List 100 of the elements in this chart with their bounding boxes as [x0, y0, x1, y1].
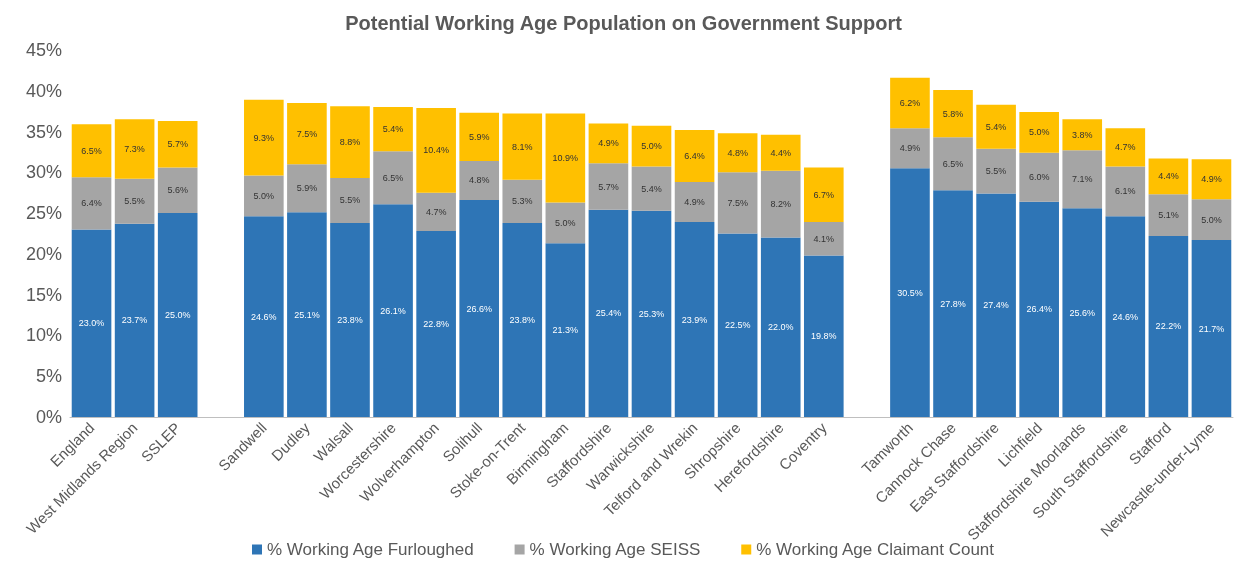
data-label: 4.9%	[899, 143, 921, 154]
bar	[71, 229, 112, 417]
data-label: 27.8%	[940, 298, 966, 309]
bar	[157, 120, 198, 168]
bar	[114, 119, 155, 179]
data-label: 26.1%	[380, 305, 406, 316]
data-label: 25.0%	[164, 310, 191, 321]
bar	[416, 107, 456, 193]
data-label: 3.8%	[1071, 129, 1093, 140]
data-label: 5.7%	[598, 181, 619, 192]
bar	[459, 112, 500, 161]
data-label: 10.9%	[552, 153, 579, 164]
bar	[244, 99, 284, 176]
data-label: 4.7%	[425, 206, 447, 217]
data-label: 25.4%	[595, 308, 622, 319]
data-label: 4.1%	[813, 233, 835, 244]
bar	[976, 193, 1016, 417]
data-label: 6.1%	[1115, 186, 1136, 197]
y-tick-label: 35%	[25, 121, 62, 142]
bar	[1191, 199, 1232, 241]
bar	[976, 104, 1016, 149]
data-label: 22.5%	[724, 320, 751, 331]
data-label: 4.9%	[598, 138, 619, 149]
data-label: 4.4%	[1158, 171, 1179, 182]
data-label: 25.3%	[638, 308, 665, 319]
bar	[674, 129, 715, 183]
data-label: 4.4%	[770, 147, 791, 158]
bar	[631, 166, 672, 211]
data-label: 6.7%	[813, 189, 835, 200]
data-label: 24.6%	[251, 311, 277, 322]
data-label: 6.4%	[81, 198, 102, 209]
bar	[1019, 111, 1059, 153]
bar	[157, 167, 198, 214]
bar	[760, 237, 801, 417]
bar	[459, 160, 500, 201]
bar	[71, 177, 112, 230]
bar	[717, 133, 758, 173]
data-label: 5.5%	[985, 166, 1007, 177]
bar	[933, 190, 973, 417]
bar	[588, 209, 629, 417]
bar	[717, 172, 758, 234]
y-tick-label: 30%	[25, 162, 62, 183]
bar	[803, 222, 844, 256]
bar	[114, 178, 155, 224]
y-tick-label: 10%	[25, 325, 62, 346]
data-label: 22.0%	[767, 322, 794, 333]
legend-label: % Working Age Claimant Count	[756, 540, 995, 559]
bar	[1148, 235, 1189, 417]
bar	[502, 179, 543, 223]
bar	[157, 213, 198, 417]
data-label: 9.3%	[253, 132, 275, 143]
bar	[244, 175, 284, 217]
data-label: 5.0%	[1028, 127, 1050, 138]
y-tick-label: 5%	[35, 366, 62, 387]
data-label: 5.9%	[468, 131, 490, 142]
legend-label: % Working Age SEISS	[529, 540, 701, 559]
data-label: 30.5%	[897, 287, 923, 298]
bar	[890, 77, 930, 129]
bar	[502, 222, 543, 417]
bar	[933, 137, 973, 191]
bar	[803, 167, 844, 223]
data-label: 5.7%	[167, 139, 188, 150]
data-label: 5.0%	[253, 190, 275, 201]
data-label: 5.4%	[985, 121, 1007, 132]
bar	[502, 113, 543, 180]
bar	[1105, 166, 1146, 217]
data-label: 23.0%	[78, 318, 105, 329]
bar	[760, 134, 801, 171]
bar	[631, 210, 672, 417]
data-label: 5.5%	[124, 196, 145, 207]
data-label: 26.4%	[1026, 304, 1052, 315]
bar	[1105, 128, 1146, 167]
bar	[976, 148, 1016, 194]
y-tick-label: 0%	[35, 407, 62, 427]
bar	[674, 222, 715, 417]
data-label: 8.1%	[512, 141, 533, 152]
data-label: 5.1%	[1158, 210, 1179, 221]
bar	[631, 125, 672, 167]
bar	[1148, 158, 1189, 195]
data-label: 8.2%	[770, 199, 791, 210]
data-label: 21.7%	[1198, 323, 1225, 334]
data-label: 26.6%	[466, 303, 492, 314]
bar	[545, 202, 586, 244]
data-label: 4.8%	[727, 147, 748, 158]
bar	[373, 151, 413, 205]
bar	[1062, 119, 1103, 151]
data-label: 25.6%	[1069, 307, 1096, 318]
data-label: 8.8%	[339, 137, 361, 148]
bar	[803, 255, 844, 417]
bar	[890, 168, 930, 417]
bar	[416, 231, 456, 417]
data-label: 5.0%	[641, 141, 662, 152]
data-label: 5.4%	[641, 183, 662, 194]
data-label: 6.5%	[942, 158, 964, 169]
data-label: 5.8%	[942, 108, 964, 119]
bar	[545, 243, 586, 417]
bar	[1105, 216, 1146, 417]
data-label: 5.0%	[555, 217, 576, 228]
bar	[1191, 240, 1232, 417]
data-label: 21.3%	[552, 325, 579, 336]
